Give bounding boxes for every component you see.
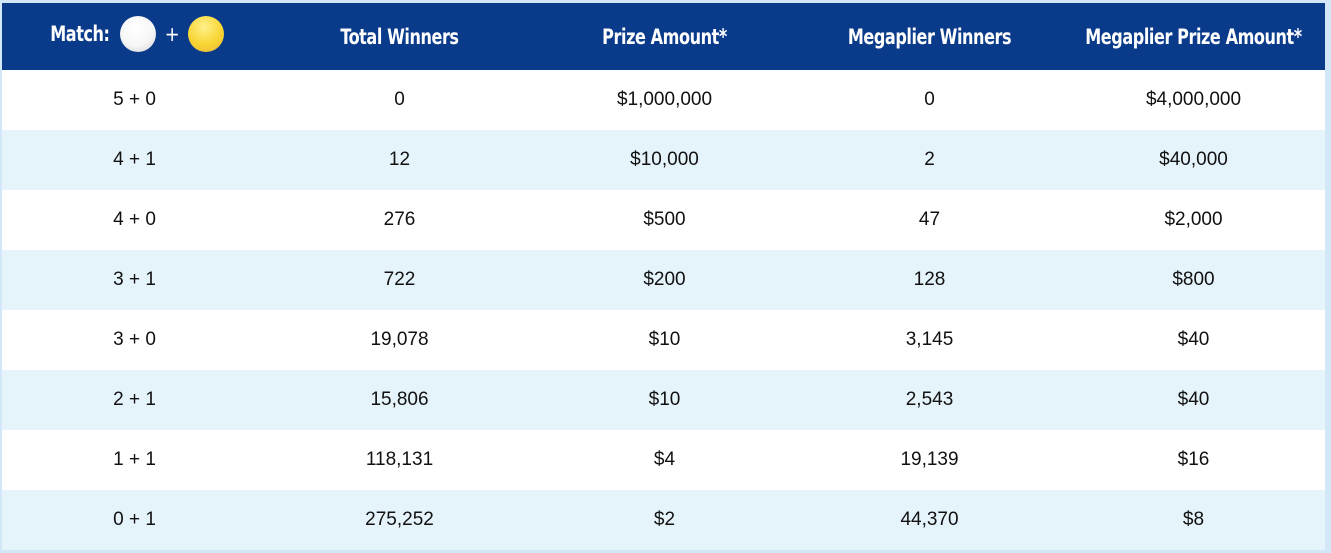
match-cell: 4 + 1 <box>113 149 156 170</box>
table-header: Match: + Total Winners Prize Amount* Meg… <box>2 3 1325 70</box>
megaplier-winners-cell: 128 <box>913 269 946 290</box>
column-header-megaplier-winners: Megaplier Winners <box>847 24 1012 49</box>
match-cell: 5 + 0 <box>113 89 156 110</box>
megaplier-prize-amount-cell: $800 <box>1172 269 1215 290</box>
match-label: Match: <box>50 21 110 46</box>
megaplier-prize-amount-cell: $2,000 <box>1164 209 1223 230</box>
match-cell: 4 + 0 <box>113 209 156 230</box>
megaplier-prize-amount-cell: $40 <box>1177 389 1210 410</box>
megaplier-winners-cell: 2 <box>924 149 935 170</box>
prize-breakdown-table: Match: + Total Winners Prize Amount* Meg… <box>2 3 1325 550</box>
table-row: 2 + 1 15,806 $10 2,543 $40 <box>2 370 1325 430</box>
megaplier-winners-cell: 19,139 <box>900 449 959 470</box>
table-row: 4 + 1 12 $10,000 2 $40,000 <box>2 130 1325 190</box>
table-row: 1 + 1 118,131 $4 19,139 $16 <box>2 430 1325 490</box>
megaplier-winners-cell: 44,370 <box>900 509 959 530</box>
table-body: 5 + 0 0 $1,000,000 0 $4,000,000 4 + 1 12… <box>2 70 1325 550</box>
match-cell: 1 + 1 <box>113 449 156 470</box>
total-winners-cell: 12 <box>388 149 411 170</box>
megaplier-prize-amount-cell: $40 <box>1177 329 1210 350</box>
match-cell: 0 + 1 <box>113 509 156 530</box>
table-row: 5 + 0 0 $1,000,000 0 $4,000,000 <box>2 70 1325 130</box>
prize-amount-cell: $10 <box>648 329 681 350</box>
column-header-megaplier-prize-amount: Megaplier Prize Amount* <box>1085 24 1302 49</box>
match-cell: 3 + 0 <box>113 329 156 350</box>
prize-amount-cell: $1,000,000 <box>616 89 713 110</box>
megaplier-prize-amount-cell: $8 <box>1182 509 1205 530</box>
total-winners-cell: 15,806 <box>370 389 429 410</box>
total-winners-cell: 276 <box>383 209 416 230</box>
column-header-prize-amount: Prize Amount* <box>602 24 727 49</box>
megaplier-winners-cell: 2,543 <box>905 389 954 410</box>
column-header-total-winners: Total Winners <box>340 24 459 49</box>
white-ball-icon <box>119 15 156 52</box>
prize-breakdown-table-container: Match: + Total Winners Prize Amount* Meg… <box>2 3 1325 550</box>
total-winners-cell: 118,131 <box>365 449 434 470</box>
prize-amount-cell: $10,000 <box>630 149 699 170</box>
total-winners-cell: 0 <box>394 89 405 110</box>
megaplier-winners-cell: 47 <box>918 209 941 230</box>
match-cell: 3 + 1 <box>113 269 156 290</box>
gold-megaball-icon <box>188 15 225 52</box>
prize-amount-cell: $500 <box>643 209 686 230</box>
total-winners-cell: 275,252 <box>365 509 434 530</box>
table-row: 0 + 1 275,252 $2 44,370 $8 <box>2 490 1325 550</box>
match-cell: 2 + 1 <box>113 389 156 410</box>
prize-amount-cell: $200 <box>643 269 686 290</box>
header-row: Match: + Total Winners Prize Amount* Meg… <box>2 3 1325 70</box>
total-winners-cell: 722 <box>383 269 416 290</box>
prize-amount-cell: $10 <box>648 389 681 410</box>
megaplier-winners-cell: 0 <box>924 89 935 110</box>
column-header-match: Match: + <box>2 3 267 70</box>
megaplier-prize-amount-cell: $16 <box>1177 449 1210 470</box>
table-row: 3 + 0 19,078 $10 3,145 $40 <box>2 310 1325 370</box>
megaplier-winners-cell: 3,145 <box>905 329 954 350</box>
prize-amount-cell: $2 <box>653 509 676 530</box>
table-row: 3 + 1 722 $200 128 $800 <box>2 250 1325 310</box>
plus-sign: + <box>164 21 180 46</box>
megaplier-prize-amount-cell: $4,000,000 <box>1145 89 1242 110</box>
megaplier-prize-amount-cell: $40,000 <box>1159 149 1228 170</box>
prize-amount-cell: $4 <box>653 449 676 470</box>
total-winners-cell: 19,078 <box>370 329 429 350</box>
table-row: 4 + 0 276 $500 47 $2,000 <box>2 190 1325 250</box>
